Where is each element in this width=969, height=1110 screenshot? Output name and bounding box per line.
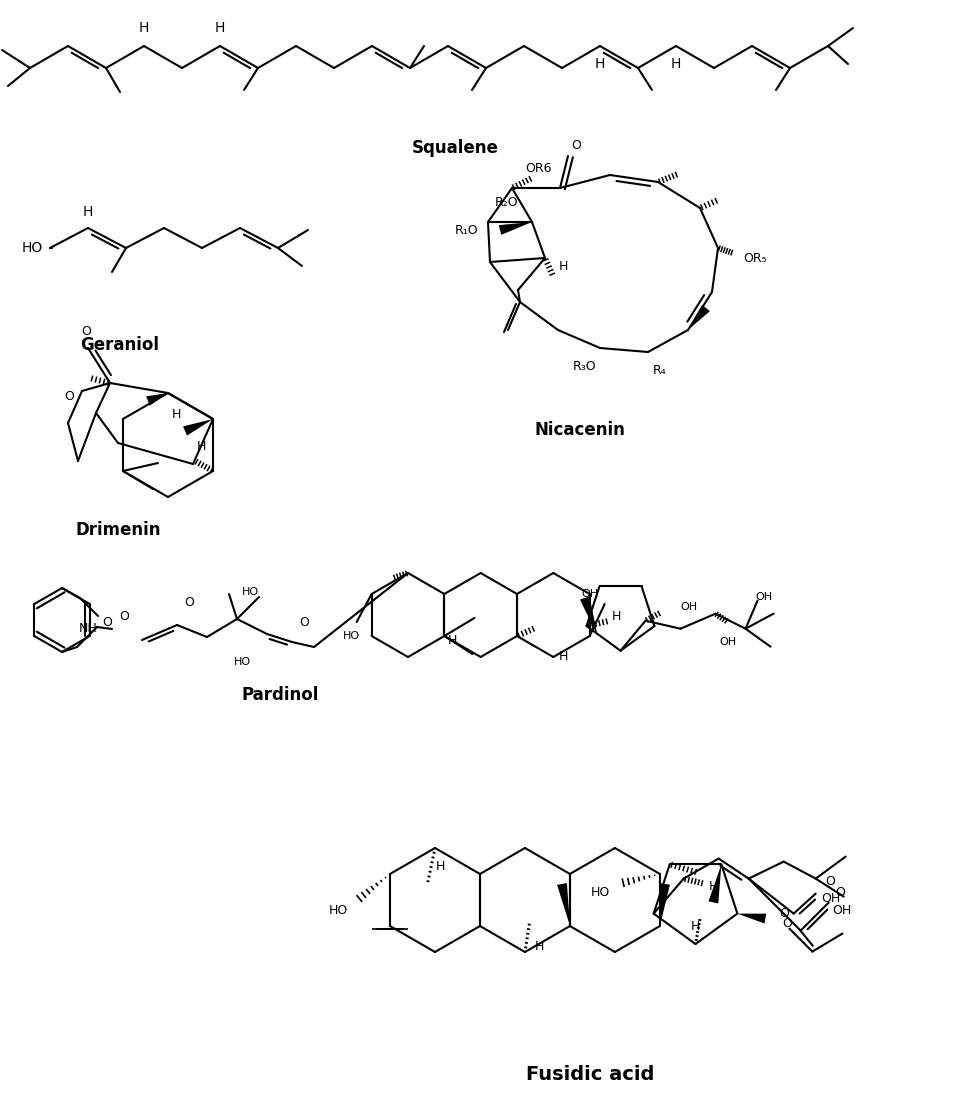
- Text: HO: HO: [22, 241, 44, 255]
- Text: OR₅: OR₅: [743, 252, 766, 264]
- Text: H: H: [558, 260, 568, 272]
- Polygon shape: [660, 884, 670, 926]
- Text: H: H: [709, 880, 718, 894]
- Text: HO: HO: [242, 587, 259, 597]
- Text: O: O: [779, 907, 790, 919]
- Text: O: O: [299, 616, 309, 628]
- Text: H: H: [535, 940, 545, 953]
- Text: Fusidic acid: Fusidic acid: [526, 1066, 654, 1084]
- Text: H: H: [448, 635, 457, 647]
- Polygon shape: [688, 305, 710, 330]
- Text: OR6: OR6: [525, 161, 552, 174]
- Text: Pardinol: Pardinol: [241, 686, 319, 704]
- Polygon shape: [557, 884, 570, 926]
- Text: H: H: [611, 609, 621, 623]
- Text: H: H: [595, 57, 606, 71]
- Text: O: O: [835, 886, 846, 899]
- Text: H: H: [82, 205, 93, 219]
- Text: Squalene: Squalene: [412, 139, 498, 157]
- Text: H: H: [197, 441, 205, 454]
- Text: H: H: [435, 859, 445, 872]
- Text: H: H: [559, 650, 568, 664]
- Polygon shape: [708, 865, 721, 904]
- Text: H: H: [671, 57, 681, 71]
- Text: H: H: [172, 408, 180, 422]
- Text: O: O: [571, 139, 581, 152]
- Text: O: O: [782, 917, 793, 930]
- Text: OH: OH: [832, 905, 852, 917]
- Text: R₂O: R₂O: [495, 196, 518, 210]
- Text: O: O: [826, 875, 835, 888]
- Text: HO: HO: [343, 630, 360, 640]
- Text: O: O: [102, 616, 112, 628]
- Text: O: O: [81, 325, 91, 339]
- Text: H: H: [691, 919, 701, 932]
- Text: O: O: [64, 390, 74, 403]
- Text: O: O: [184, 596, 194, 609]
- Polygon shape: [737, 914, 766, 924]
- Text: OH: OH: [680, 602, 697, 612]
- Text: NH: NH: [78, 622, 97, 635]
- Text: HO: HO: [591, 886, 610, 898]
- Text: OH: OH: [581, 589, 598, 599]
- Text: HO: HO: [234, 657, 251, 667]
- Text: Nicacenin: Nicacenin: [535, 421, 625, 438]
- Polygon shape: [183, 418, 213, 435]
- Text: OH: OH: [755, 592, 772, 602]
- Text: R₄: R₄: [653, 363, 667, 376]
- Text: H: H: [139, 21, 149, 36]
- Polygon shape: [580, 596, 598, 636]
- Text: R₁O: R₁O: [454, 223, 478, 236]
- Text: Geraniol: Geraniol: [80, 336, 160, 354]
- Text: OH: OH: [719, 637, 736, 647]
- Text: HO: HO: [328, 904, 348, 917]
- Text: Drimenin: Drimenin: [76, 521, 161, 539]
- Text: OH: OH: [822, 892, 841, 905]
- Polygon shape: [499, 222, 532, 235]
- Polygon shape: [146, 393, 168, 405]
- Text: O: O: [119, 610, 129, 624]
- Text: R₃O: R₃O: [574, 360, 597, 373]
- Text: H: H: [215, 21, 225, 36]
